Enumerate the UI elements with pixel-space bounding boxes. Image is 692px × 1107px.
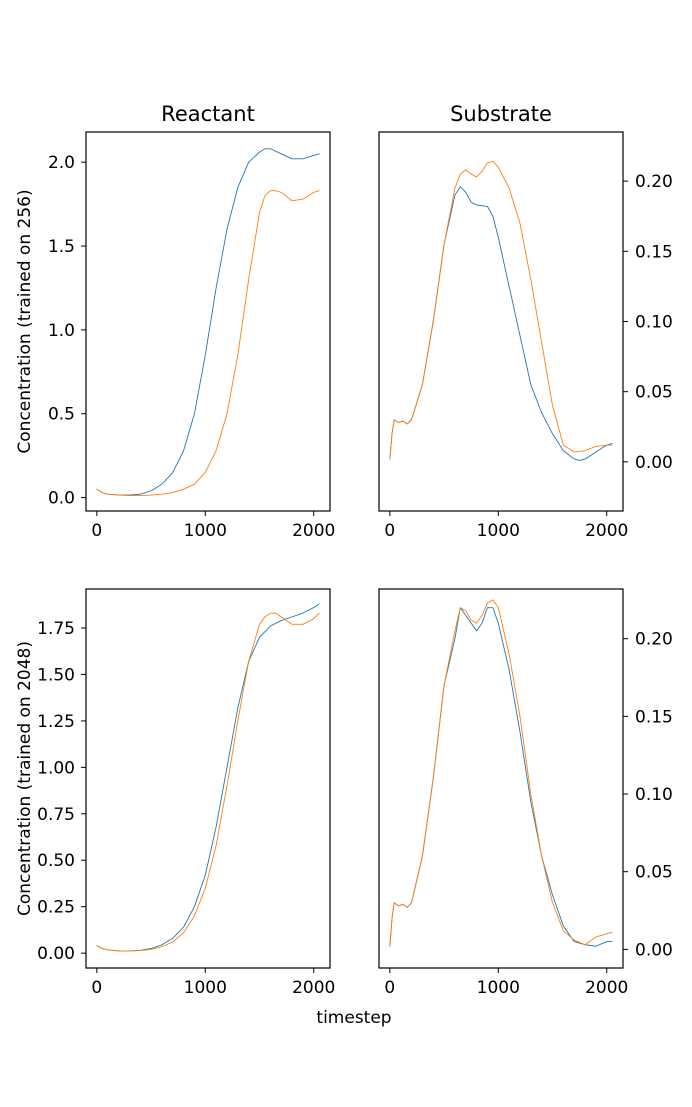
x-tick-label: 0 bbox=[384, 521, 395, 541]
series-line-1 bbox=[96, 603, 320, 952]
y-tick-label: 1.75 bbox=[37, 619, 75, 639]
x-tick-label: 2000 bbox=[585, 521, 628, 541]
series-line-1 bbox=[389, 607, 613, 947]
x-tick-label: 0 bbox=[91, 521, 102, 541]
x-tick-label: 2000 bbox=[585, 978, 628, 998]
y-tick-label: 0.15 bbox=[635, 242, 673, 262]
x-tick-label: 1000 bbox=[184, 521, 227, 541]
y-tick-label: 0.0 bbox=[48, 489, 75, 509]
y-axis-label: Concentration (trained on 2048) bbox=[15, 641, 35, 916]
axes-frame bbox=[85, 588, 331, 969]
subplot-top-right: 0 1000 2000 0.00 0.05 0.10 0.15 0.20 Substrate bbox=[378, 102, 673, 541]
series-line-2 bbox=[96, 190, 320, 497]
series-line-2 bbox=[96, 612, 320, 952]
y-tick-label: 0.00 bbox=[37, 944, 75, 964]
y-tick-label: 1.50 bbox=[37, 665, 75, 685]
x-tick-label: 2000 bbox=[292, 521, 335, 541]
y-tick-label: 2.0 bbox=[48, 153, 75, 173]
x-axis-label: timestep bbox=[316, 1008, 391, 1028]
y-tick-label: 1.00 bbox=[37, 758, 75, 778]
y-axis-label: Concentration (trained on 256) bbox=[15, 189, 35, 453]
y-tick-label: 1.0 bbox=[48, 321, 75, 341]
y-tick-label: 0.15 bbox=[635, 707, 673, 727]
x-tick-label: 1000 bbox=[477, 521, 520, 541]
y-tick-label: 0.10 bbox=[635, 313, 673, 333]
y-tick-label: 0.00 bbox=[635, 940, 673, 960]
subplot-title: Substrate bbox=[450, 102, 552, 126]
series-line-1 bbox=[96, 148, 320, 496]
y-tick-label: 1.25 bbox=[37, 712, 75, 732]
y-tick-label: 0.75 bbox=[37, 805, 75, 825]
x-tick-label: 0 bbox=[384, 978, 395, 998]
y-tick-label: 0.50 bbox=[37, 851, 75, 871]
series-line-2 bbox=[389, 161, 613, 460]
series-line-1 bbox=[389, 186, 613, 461]
y-tick-label: 0.20 bbox=[635, 172, 673, 192]
axes-frame bbox=[85, 131, 331, 512]
subplot-title: Reactant bbox=[161, 102, 255, 126]
subplot-bottom-right: 0 1000 2000 0.00 0.05 0.10 0.15 0.20 bbox=[378, 588, 673, 998]
y-tick-label: 0.5 bbox=[48, 405, 75, 425]
y-tick-label: 0.25 bbox=[37, 898, 75, 918]
x-tick-label: 1000 bbox=[184, 978, 227, 998]
y-tick-label: 0.05 bbox=[635, 383, 673, 403]
y-tick-label: 0.20 bbox=[635, 630, 673, 650]
series-line-2 bbox=[389, 599, 613, 947]
y-tick-label: 0.10 bbox=[635, 785, 673, 805]
y-tick-label: 1.5 bbox=[48, 237, 75, 257]
x-tick-label: 2000 bbox=[292, 978, 335, 998]
y-tick-label: 0.00 bbox=[635, 453, 673, 473]
subplot-top-left: 0 1000 2000 0.0 0.5 1.0 1.5 2.0 Reactant Concentr… bbox=[15, 102, 335, 541]
axes-frame bbox=[378, 588, 624, 969]
subplot-bottom-left: 0 1000 2000 0.00 0.25 0.50 0.75 1.00 1.25 1.50 1.7… bbox=[15, 588, 335, 998]
axes-frame bbox=[378, 131, 624, 512]
y-tick-label: 0.05 bbox=[635, 863, 673, 883]
x-tick-label: 0 bbox=[91, 978, 102, 998]
x-tick-label: 1000 bbox=[477, 978, 520, 998]
